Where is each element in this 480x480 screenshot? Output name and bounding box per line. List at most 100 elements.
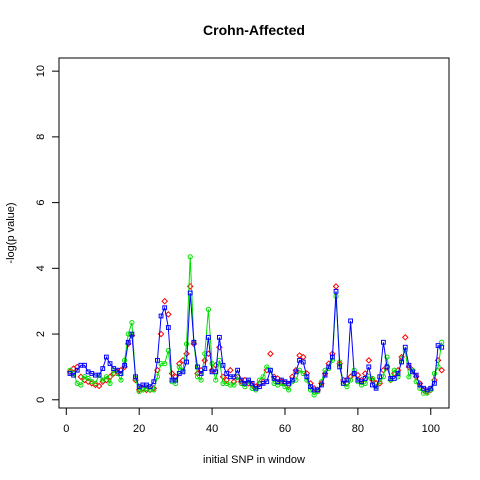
data-point <box>420 390 427 396</box>
data-point <box>165 325 171 330</box>
data-point <box>95 382 103 390</box>
data-point <box>173 380 179 386</box>
data-point <box>216 334 222 340</box>
data-point <box>246 377 251 383</box>
plot-area <box>58 57 450 409</box>
data-point <box>151 379 157 385</box>
y-tick-label: 10 <box>35 65 47 77</box>
data-point <box>267 350 274 358</box>
series-0 <box>66 283 446 395</box>
data-point <box>118 371 124 376</box>
data-point <box>186 283 194 290</box>
data-point <box>348 318 353 324</box>
data-point <box>198 377 204 383</box>
data-point <box>384 364 390 370</box>
series-1 <box>67 254 445 398</box>
data-point <box>100 377 106 383</box>
data-point <box>180 369 186 375</box>
data-point <box>187 290 193 296</box>
data-point <box>238 377 244 383</box>
data-point <box>155 357 160 363</box>
data-point <box>129 319 135 326</box>
data-point <box>235 367 240 373</box>
data-point <box>431 370 438 377</box>
data-point <box>380 339 386 345</box>
x-tick-label: 20 <box>133 423 145 435</box>
y-axis-label: -log(p value) <box>5 202 17 263</box>
data-point <box>118 377 124 383</box>
data-point <box>125 339 131 345</box>
data-point <box>231 382 237 388</box>
data-point <box>242 380 248 386</box>
x-tick-label: 80 <box>352 423 364 435</box>
data-point <box>231 374 237 380</box>
data-point <box>158 313 164 319</box>
data-point <box>282 384 288 390</box>
data-point <box>300 370 306 377</box>
data-point <box>220 380 226 386</box>
data-point <box>391 367 397 373</box>
data-point <box>365 357 373 364</box>
data-point <box>370 382 375 388</box>
y-axis: 0 2 4 6 8 10 <box>35 65 60 403</box>
data-point <box>85 375 91 382</box>
data-point <box>198 371 204 376</box>
data-point <box>271 376 277 381</box>
data-point <box>176 364 182 370</box>
data-point <box>424 390 430 396</box>
series-2 <box>67 288 445 393</box>
data-point <box>366 364 372 370</box>
data-point <box>322 372 328 378</box>
data-point <box>377 374 383 380</box>
series-line <box>69 256 443 396</box>
data-point <box>406 374 412 380</box>
data-point <box>315 387 321 393</box>
data-point <box>289 377 295 383</box>
data-point <box>205 306 212 313</box>
data-point <box>158 361 164 367</box>
data-point <box>82 362 87 368</box>
data-point <box>428 385 434 391</box>
data-point <box>133 374 138 380</box>
x-tick-label: 0 <box>63 423 69 435</box>
data-point <box>227 382 233 388</box>
data-point <box>395 371 401 376</box>
data-point <box>201 357 209 364</box>
data-point <box>224 371 230 376</box>
data-point <box>100 366 106 371</box>
x-axis-label: initial SNP in window <box>203 454 305 466</box>
data-point <box>438 366 446 374</box>
data-point <box>219 373 227 381</box>
data-point <box>308 384 313 390</box>
data-point <box>216 343 223 351</box>
data-point <box>202 366 208 371</box>
data-point <box>439 339 445 345</box>
data-point <box>162 305 168 311</box>
data-point <box>293 369 299 375</box>
data-point <box>114 367 120 373</box>
data-point <box>344 384 350 390</box>
data-point <box>67 367 73 373</box>
data-point <box>369 375 376 382</box>
data-point <box>344 377 350 383</box>
data-point <box>304 374 310 380</box>
data-point <box>213 369 219 375</box>
data-point <box>264 379 270 385</box>
y-tick-label: 2 <box>35 331 47 337</box>
data-point <box>206 334 211 340</box>
data-point <box>103 374 109 380</box>
data-point <box>311 392 317 398</box>
data-point <box>107 361 113 367</box>
series-line <box>69 291 442 391</box>
data-point <box>154 374 161 380</box>
data-point <box>162 361 168 367</box>
data-point <box>286 380 292 386</box>
data-point <box>410 369 415 375</box>
data-point <box>227 366 234 374</box>
data-point <box>326 364 332 370</box>
data-point <box>286 387 292 393</box>
data-point <box>333 288 339 294</box>
data-point <box>165 311 172 318</box>
data-point <box>337 364 343 370</box>
